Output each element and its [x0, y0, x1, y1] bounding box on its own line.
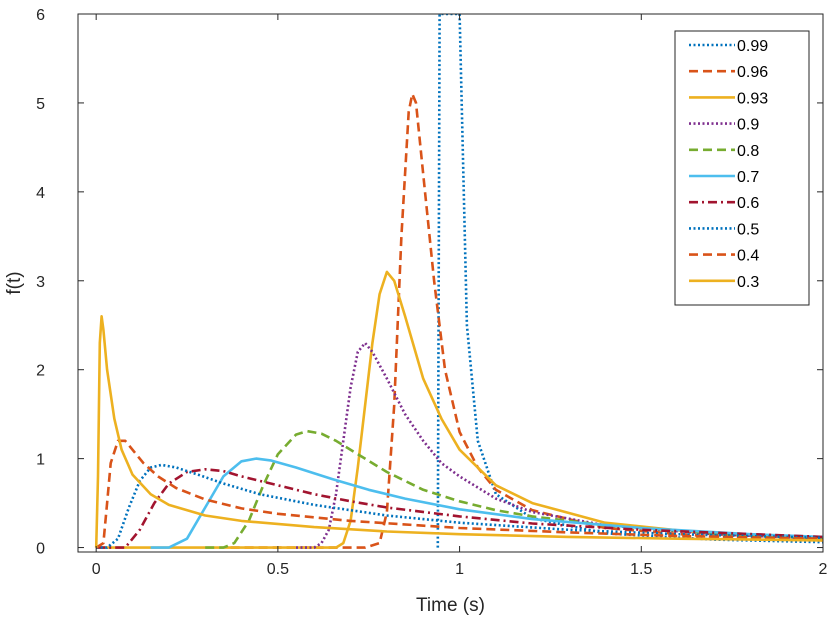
series-layer — [94, 14, 823, 549]
legend-label: 0.99 — [737, 38, 768, 55]
x-tick-label: 0 — [92, 561, 101, 578]
series-line-0.4 — [95, 439, 823, 549]
axes-frame — [77, 13, 824, 553]
legend-label: 0.4 — [737, 248, 759, 265]
legend-item[interactable]: 0.9 — [689, 117, 759, 134]
x-tick-label: 2 — [819, 561, 828, 578]
y-tick-label: 5 — [36, 96, 45, 113]
legend-item[interactable]: 0.4 — [689, 248, 759, 265]
legend-label: 0.96 — [737, 64, 768, 81]
x-tick-label: 0.5 — [267, 561, 289, 578]
legend-label: 0.9 — [737, 117, 759, 134]
x-tick-label: 1.5 — [630, 561, 652, 578]
legend-item[interactable]: 0.96 — [689, 64, 768, 81]
legend-item[interactable]: 0.5 — [689, 221, 759, 238]
y-tick-label: 2 — [36, 363, 45, 380]
legend-label: 0.93 — [737, 90, 768, 107]
tick-layer: 0 0.5 1 1.5 2 0 1 2 3 4 5 6 — [36, 7, 827, 578]
legend-item[interactable]: 0.93 — [689, 90, 768, 107]
y-axis-title: f(t) — [4, 271, 25, 294]
legend-item[interactable]: 0.3 — [689, 274, 759, 291]
legend-item[interactable]: 0.8 — [689, 143, 759, 160]
series-line-0.99 — [436, 14, 823, 548]
series-line-0.9 — [296, 341, 823, 549]
legend-item[interactable]: 0.99 — [689, 38, 768, 55]
legend-label: 0.8 — [737, 143, 759, 160]
legend-box — [674, 30, 810, 306]
x-tick-label: 1 — [455, 561, 464, 578]
legend-item[interactable]: 0.7 — [689, 169, 759, 186]
y-tick-label: 0 — [36, 541, 45, 558]
series-line-0.5 — [96, 463, 823, 549]
y-tick-label: 4 — [36, 185, 45, 202]
legend-item[interactable]: 0.6 — [689, 195, 759, 212]
y-tick-label: 6 — [36, 7, 45, 24]
y-tick-label: 3 — [36, 274, 45, 291]
y-tick-label: 1 — [36, 452, 45, 469]
legend-label: 0.7 — [737, 169, 759, 186]
series-line-0.3 — [94, 315, 823, 548]
series-line-0.7 — [150, 457, 823, 549]
legend-label: 0.6 — [737, 195, 759, 212]
x-axis-title: Time (s) — [416, 595, 485, 616]
legend[interactable]: 0.99 0.96 0.93 0.9 0.8 0.7 0.6 0.5 0.4 0.3 — [674, 30, 810, 306]
legend-label: 0.5 — [737, 221, 759, 238]
series-line-0.96 — [230, 92, 823, 549]
legend-label: 0.3 — [737, 274, 759, 291]
